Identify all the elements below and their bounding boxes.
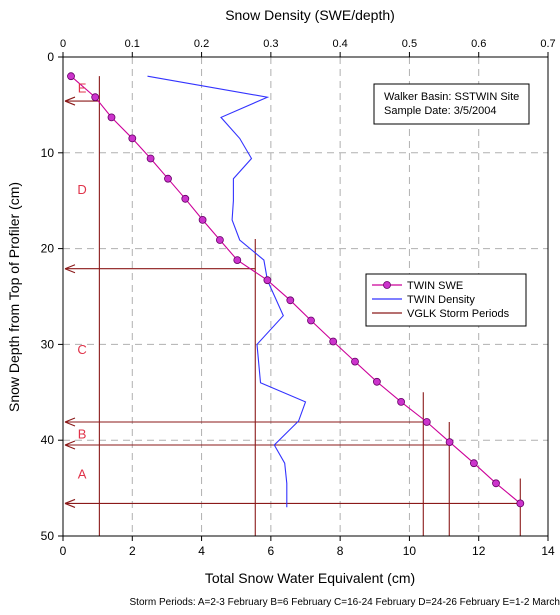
top-tick-label: 0.3 <box>263 38 278 50</box>
left-axis-title: Snow Depth from Top of Profiler (cm) <box>6 182 22 412</box>
left-tick-label: 0 <box>47 50 54 64</box>
density-line <box>147 75 307 508</box>
left-tick-label: 20 <box>41 242 55 256</box>
swe-point <box>445 438 454 447</box>
storm-arrow-head <box>64 417 76 427</box>
swe-point <box>198 215 207 224</box>
swe-point <box>181 194 190 203</box>
annotation-line-2: Sample Date: 3/5/2004 <box>384 105 497 117</box>
swe-point <box>146 154 155 163</box>
top-tick-label: 0.4 <box>332 38 347 50</box>
plot-frame <box>62 56 549 537</box>
footnote: Storm Periods: A=2-3 February B=6 Februa… <box>130 597 560 608</box>
swe-point <box>397 397 406 406</box>
swe-point <box>469 459 478 468</box>
bottom-tick-label: 8 <box>337 544 344 558</box>
swe-point <box>164 174 172 183</box>
legend-entry-density: TWIN Density <box>407 294 475 306</box>
swe-point <box>307 316 315 325</box>
bottom-tick-label: 6 <box>268 544 275 558</box>
storm-arrow-head <box>64 96 76 106</box>
swe-point <box>329 337 338 346</box>
swe-point <box>351 357 359 366</box>
period-label: A <box>78 467 87 482</box>
period-label: B <box>78 426 87 441</box>
left-tick-label: 30 <box>41 337 55 351</box>
left-tick-label: 50 <box>41 529 55 543</box>
swe-point <box>215 236 224 244</box>
bottom-tick-label: 0 <box>60 544 67 558</box>
bottom-tick-label: 12 <box>472 544 486 558</box>
storm-arrow-head <box>64 440 76 450</box>
left-tick-label: 10 <box>41 146 55 160</box>
period-label: C <box>77 342 86 357</box>
period-label: D <box>77 182 86 197</box>
swe-point <box>286 296 295 305</box>
annotation-line-1: Walker Basin: SSTWIN Site <box>384 91 519 103</box>
annotation-box: Walker Basin: SSTWIN Site Sample Date: 3… <box>373 83 530 125</box>
top-tick-label: 0.2 <box>194 38 209 50</box>
swe-point <box>233 256 242 265</box>
top-axis-title: Snow Density (SWE/depth) <box>225 7 395 23</box>
axis-ticks: 0 2 4 6 8 10 12 14 0 0.1 0.2 0.3 0.4 0.5 0.6 0.7 0 10 20 30… <box>41 38 556 558</box>
swe-point <box>128 134 137 143</box>
grid-lines <box>63 57 548 536</box>
plot-border <box>62 56 549 537</box>
period-labels: E D C B A <box>77 81 86 482</box>
legend-entry-storm: VGLK Storm Periods <box>407 308 510 320</box>
left-tick-label: 40 <box>41 433 55 447</box>
bottom-tick-label: 10 <box>403 544 417 558</box>
top-tick-label: 0.5 <box>402 38 417 50</box>
legend: TWIN SWE TWIN Density VGLK Storm Periods <box>365 273 527 327</box>
swe-point <box>91 93 100 102</box>
storm-period-markers <box>64 76 521 536</box>
swe-point <box>422 418 431 426</box>
top-tick-label: 0.1 <box>125 38 140 50</box>
period-label: E <box>78 81 87 96</box>
swe-point <box>492 479 500 488</box>
swe-point <box>516 499 525 508</box>
storm-arrow-head <box>64 264 76 274</box>
swe-point <box>67 72 75 81</box>
top-tick-label: 0.6 <box>471 38 486 50</box>
top-tick-label: 0 <box>60 38 66 50</box>
swe-line <box>70 75 521 504</box>
swe-point <box>372 377 381 386</box>
bottom-tick-label: 4 <box>198 544 205 558</box>
bottom-tick-label: 2 <box>129 544 136 558</box>
bottom-axis-title: Total Snow Water Equivalent (cm) <box>205 570 415 586</box>
legend-entry-swe: TWIN SWE <box>407 280 463 292</box>
swe-point <box>107 113 116 122</box>
storm-arrow-head <box>64 498 76 508</box>
legend-swe-marker <box>383 281 391 289</box>
swe-series <box>67 72 525 508</box>
top-tick-label: 0.7 <box>540 38 555 50</box>
density-series <box>147 75 307 508</box>
swe-point <box>263 276 272 285</box>
bottom-tick-label: 14 <box>541 544 555 558</box>
